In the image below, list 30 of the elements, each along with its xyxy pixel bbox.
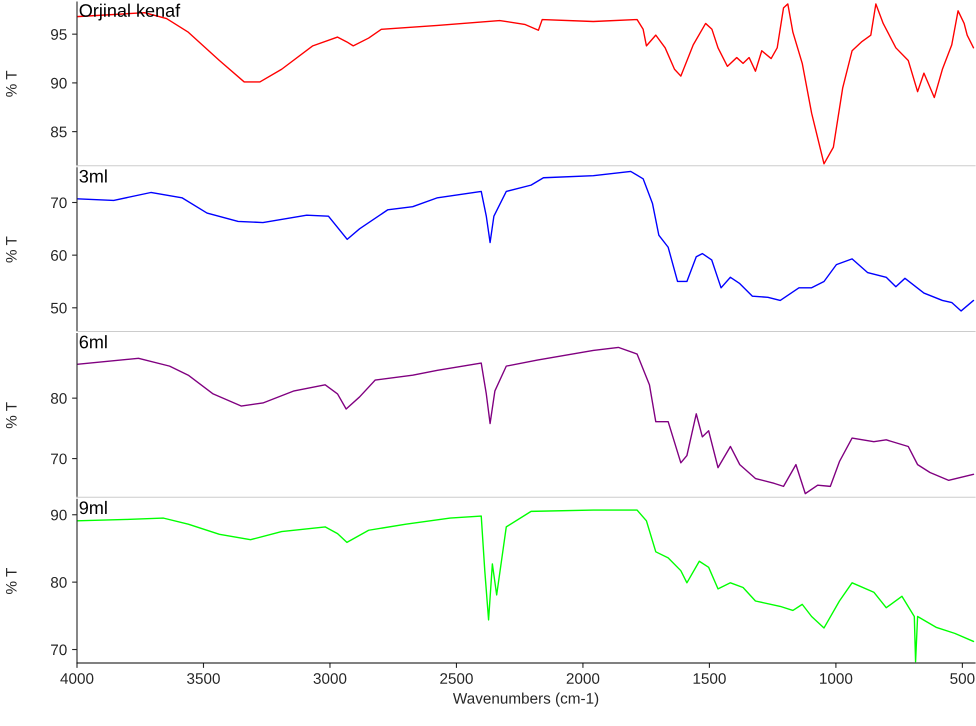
y-tick-label: 90 (51, 510, 67, 520)
y-tick-label: 70 (51, 644, 67, 656)
x-tick-label: 2000 (566, 673, 600, 684)
x-axis-title: Wavenumbers (cm-1) (452, 692, 598, 707)
y-axis-title: % T (6, 236, 17, 263)
x-tick-label: 1500 (694, 673, 726, 684)
x-tick-label: 4000 (60, 673, 94, 684)
x-tick-label: 3500 (187, 673, 220, 684)
y-axis-title: % T (6, 70, 17, 97)
series-label: 9ml (80, 500, 107, 514)
x-tick-label: 1000 (820, 673, 852, 684)
x-tick-label: 2500 (440, 673, 473, 684)
y-tick-label: 90 (51, 78, 67, 89)
y-axis-title: % T (6, 568, 17, 594)
y-tick-label: 70 (51, 453, 67, 464)
y-tick-label: 80 (50, 393, 67, 404)
y-tick-label: 50 (50, 302, 67, 314)
y-tick-label: 70 (51, 197, 67, 208)
y-axis-title: % T (6, 402, 17, 428)
x-tick-label: 3000 (314, 673, 346, 684)
y-tick-label: 80 (50, 577, 67, 588)
series-label: 3ml (79, 169, 107, 183)
line-series (77, 3, 974, 164)
y-tick-label: 85 (50, 126, 67, 138)
y-tick-label: 60 (51, 250, 67, 261)
line-series (77, 346, 974, 494)
series-label: 6ml (80, 335, 107, 348)
y-tick-label: 95 (51, 29, 67, 40)
x-tick-label: 500 (950, 673, 975, 684)
line-series (77, 170, 974, 312)
